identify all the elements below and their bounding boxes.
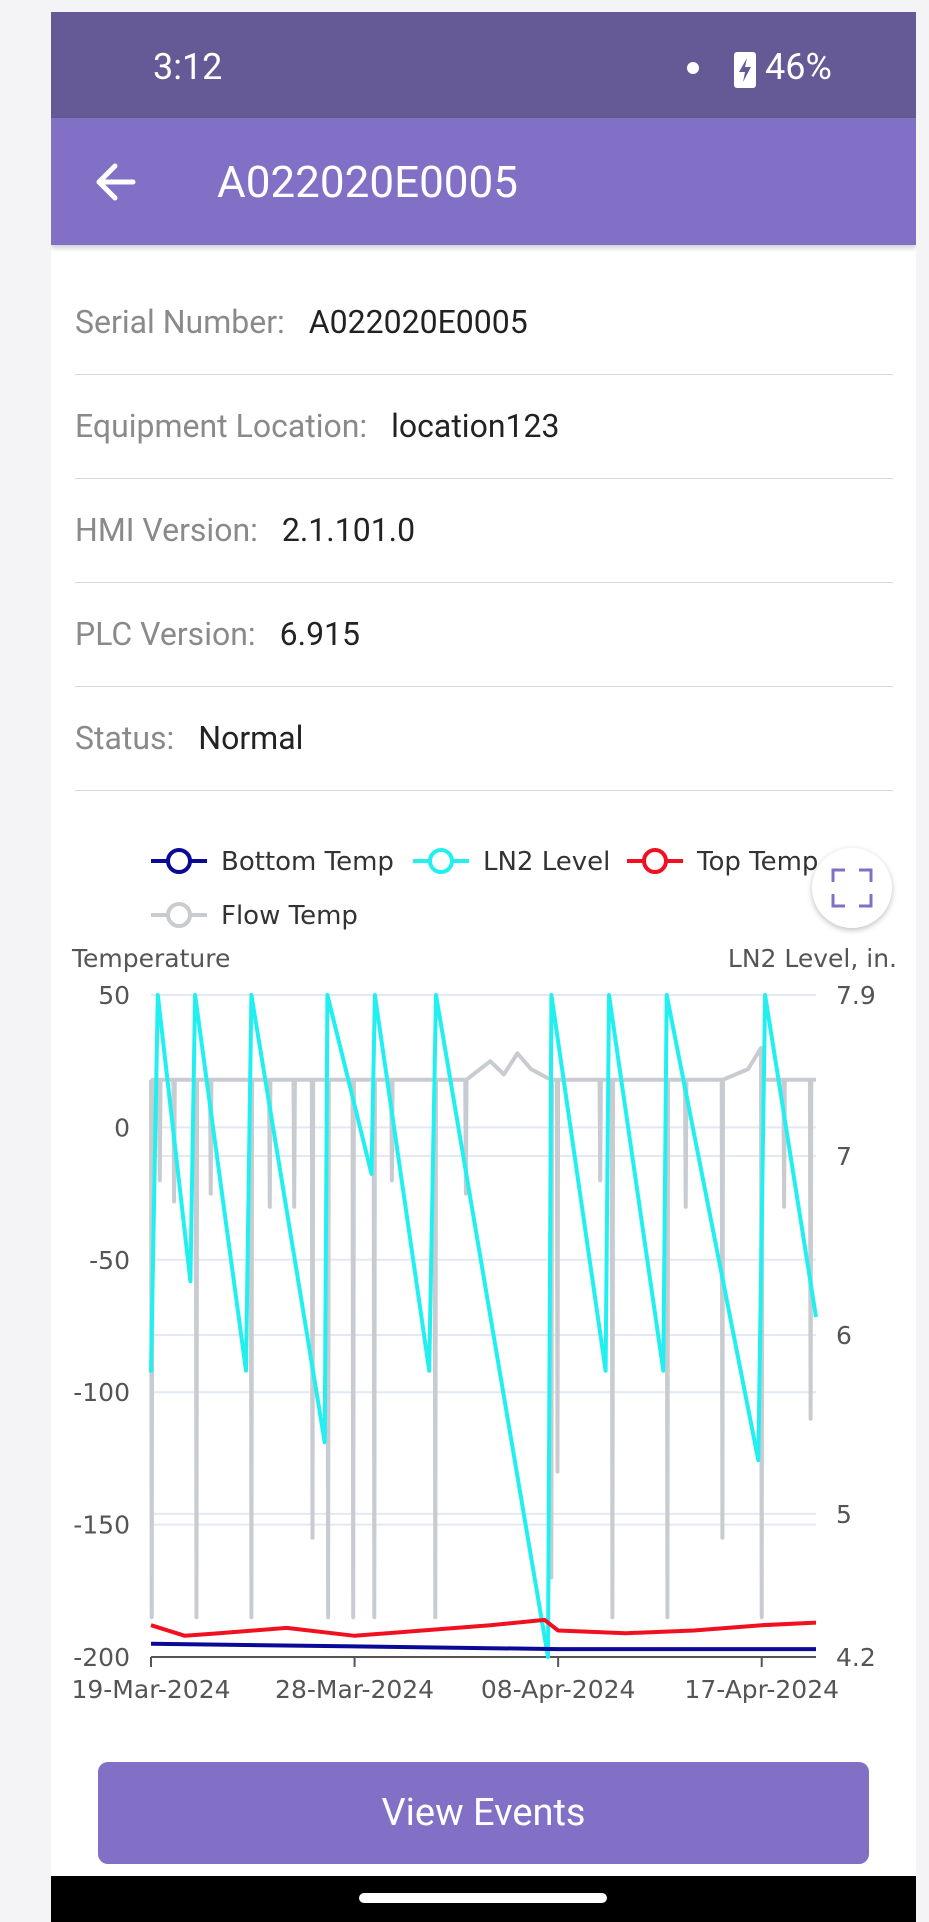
detail-label: Equipment Location: bbox=[75, 407, 368, 445]
y2-tick-label: 5 bbox=[836, 1500, 852, 1529]
legend-label: Flow Temp bbox=[221, 901, 358, 931]
y2-tick-label: 6 bbox=[836, 1321, 852, 1350]
x-tick-label: 08-Apr-2024 bbox=[481, 1675, 636, 1704]
series-line bbox=[149, 993, 818, 1659]
detail-label: HMI Version: bbox=[75, 511, 258, 549]
status-icons bbox=[687, 52, 756, 88]
detail-row: HMI Version: 2.1.101.0 bbox=[75, 478, 893, 583]
detail-label: Status: bbox=[75, 719, 175, 757]
expand-circle bbox=[812, 848, 892, 928]
detail-row: Equipment Location: location123 bbox=[75, 374, 893, 479]
status-bar: 3:12 46% bbox=[51, 12, 916, 118]
x-tick-label: 19-Mar-2024 bbox=[71, 1675, 230, 1704]
y-tick-label: -200 bbox=[73, 1643, 130, 1672]
x-tick-label: 28-Mar-2024 bbox=[275, 1675, 434, 1704]
legend-label: Top Temp bbox=[696, 847, 818, 877]
detail-value: 6.915 bbox=[279, 615, 361, 653]
series-line bbox=[150, 1641, 816, 1652]
back-button[interactable] bbox=[95, 162, 139, 202]
page-title: A022020E0005 bbox=[217, 156, 518, 208]
expand-button[interactable] bbox=[812, 848, 892, 928]
detail-label: PLC Version: bbox=[75, 615, 256, 653]
view-events-button[interactable]: View Events bbox=[98, 1762, 869, 1864]
detail-row: Status: Normal bbox=[75, 686, 893, 791]
legend-marker bbox=[166, 848, 192, 874]
y-axis-title: Temperature bbox=[71, 944, 230, 973]
home-indicator bbox=[359, 1893, 607, 1903]
x-tick-label: 17-Apr-2024 bbox=[684, 1675, 839, 1704]
y-tick-label: 50 bbox=[98, 981, 130, 1010]
series-line bbox=[149, 1046, 816, 1620]
detail-row: Serial Number: A022020E0005 bbox=[75, 270, 893, 375]
app-bar: A022020E0005 bbox=[51, 118, 916, 245]
legend-marker bbox=[642, 848, 668, 874]
y-tick-label: -150 bbox=[73, 1511, 130, 1540]
battery-level: 46% bbox=[765, 46, 832, 88]
detail-label: Serial Number: bbox=[75, 303, 285, 341]
y2-tick-label: 4.2 bbox=[836, 1643, 876, 1672]
detail-row: PLC Version: 6.915 bbox=[75, 582, 893, 687]
legend-label: LN2 Level bbox=[483, 847, 610, 877]
detail-value: 2.1.101.0 bbox=[281, 511, 416, 549]
nav-bar bbox=[51, 1876, 916, 1922]
detail-value: Normal bbox=[198, 719, 304, 757]
y2-axis-title: LN2 Level, in. bbox=[728, 944, 897, 973]
y-tick-label: 0 bbox=[114, 1113, 130, 1142]
y-tick-label: -50 bbox=[89, 1246, 130, 1275]
screen: 3:12 46% A022020E0005 Serial Number: A022… bbox=[51, 12, 916, 1922]
chart: Bottom Temp LN2 Level Top Temp Flow Temp Tem… bbox=[71, 847, 897, 1704]
expand-icon bbox=[831, 868, 873, 908]
clock: 3:12 bbox=[153, 46, 223, 88]
detail-value: location123 bbox=[391, 407, 560, 445]
y2-tick-label: 7 bbox=[836, 1142, 852, 1171]
detail-value: A022020E0005 bbox=[308, 303, 528, 341]
series-line bbox=[150, 1617, 817, 1638]
legend-marker bbox=[166, 902, 192, 928]
legend-marker bbox=[428, 848, 454, 874]
y2-tick-label: 7.9 bbox=[836, 981, 876, 1010]
legend-label: Bottom Temp bbox=[221, 847, 394, 877]
y-tick-label: -100 bbox=[73, 1378, 130, 1407]
